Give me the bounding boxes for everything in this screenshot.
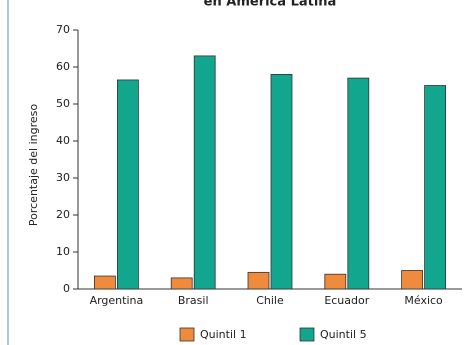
y-axis-label: Porcentaje del ingreso bbox=[27, 104, 40, 227]
y-tick-label: 60 bbox=[56, 60, 70, 73]
bar bbox=[347, 77, 370, 290]
bar bbox=[324, 273, 347, 290]
legend-swatch bbox=[299, 327, 315, 342]
bar bbox=[401, 270, 424, 290]
y-tick-label: 40 bbox=[56, 134, 70, 147]
bar bbox=[424, 85, 447, 290]
bar bbox=[193, 55, 216, 290]
legend-swatch bbox=[179, 327, 195, 342]
y-tick-label: 0 bbox=[63, 282, 70, 295]
legend-label: Quintil 1 bbox=[200, 328, 247, 341]
chart-title: en América Latina bbox=[204, 0, 337, 10]
x-tick-label: Brasil bbox=[178, 294, 209, 307]
x-tick-label: México bbox=[404, 294, 443, 307]
bar bbox=[94, 275, 116, 290]
bar bbox=[247, 271, 270, 290]
legend-label: Quintil 5 bbox=[320, 328, 367, 341]
bar bbox=[170, 277, 193, 290]
y-tick-label: 20 bbox=[56, 208, 70, 221]
x-tick-label: Chile bbox=[256, 294, 284, 307]
x-tick-label: Ecuador bbox=[324, 294, 369, 307]
bar bbox=[270, 74, 293, 290]
x-tick-label: Argentina bbox=[90, 294, 144, 307]
y-tick-label: 50 bbox=[56, 97, 70, 110]
bar bbox=[117, 79, 139, 290]
y-tick-label: 30 bbox=[56, 171, 70, 184]
y-tick-label: 10 bbox=[56, 245, 70, 258]
y-tick-label: 70 bbox=[56, 23, 70, 36]
